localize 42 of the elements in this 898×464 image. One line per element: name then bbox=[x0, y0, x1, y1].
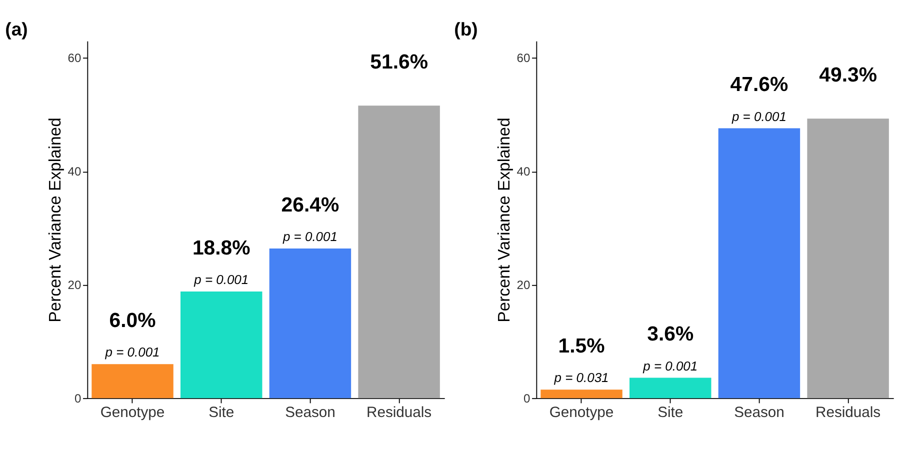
bar bbox=[807, 118, 889, 398]
bar bbox=[718, 128, 800, 398]
annotation: p = 0.001 bbox=[282, 229, 338, 244]
data-label: 1.5% bbox=[558, 336, 605, 358]
data-label: 49.3% bbox=[819, 64, 877, 87]
y-tick-label: 0 bbox=[523, 391, 530, 406]
data-label: 47.6% bbox=[730, 74, 788, 96]
y-axis-title: Percent Variance Explained bbox=[45, 118, 64, 322]
bar bbox=[180, 292, 262, 398]
y-tick-label: 0 bbox=[74, 391, 82, 406]
x-tick-label: Site bbox=[208, 405, 234, 422]
data-label: 26.4% bbox=[281, 194, 340, 216]
annotation: p = 0.001 bbox=[642, 358, 698, 374]
chart-title: (b) bbox=[454, 18, 478, 40]
data-label: 6.0% bbox=[109, 310, 156, 332]
y-tick-label: 60 bbox=[516, 51, 530, 66]
y-tick-label: 60 bbox=[68, 51, 82, 66]
chart-title: (a) bbox=[5, 18, 28, 40]
y-axis-title: Percent Variance Explained bbox=[494, 118, 514, 322]
x-tick-label: Site bbox=[658, 405, 684, 422]
y-tick-label: 20 bbox=[68, 278, 82, 292]
x-tick-label: Season bbox=[734, 405, 784, 422]
y-tick-label: 40 bbox=[516, 164, 530, 179]
bar bbox=[92, 364, 174, 398]
bar bbox=[358, 106, 440, 398]
data-label: 18.8% bbox=[192, 237, 250, 260]
annotation: p = 0.001 bbox=[193, 272, 249, 288]
data-label: 3.6% bbox=[647, 324, 694, 346]
bar bbox=[269, 248, 352, 398]
annotation: p = 0.001 bbox=[104, 344, 160, 360]
x-tick-label: Genotype bbox=[549, 405, 614, 422]
x-tick-label: Residuals bbox=[366, 405, 432, 422]
data-label: 51.6% bbox=[370, 51, 428, 74]
x-tick-label: Genotype bbox=[100, 405, 165, 422]
x-tick-label: Residuals bbox=[815, 405, 881, 422]
annotation: p = 0.031 bbox=[553, 370, 609, 386]
bar bbox=[629, 378, 712, 398]
x-tick-label: Season bbox=[285, 405, 336, 422]
bar bbox=[540, 390, 622, 398]
y-tick-label: 20 bbox=[516, 278, 530, 292]
y-tick-label: 40 bbox=[68, 164, 82, 179]
annotation: p = 0.001 bbox=[730, 108, 786, 124]
